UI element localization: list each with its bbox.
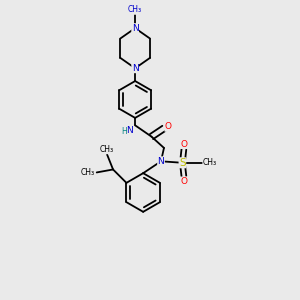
Text: N: N [132, 64, 139, 73]
Text: O: O [165, 122, 172, 131]
Text: N: N [126, 126, 133, 135]
Text: H: H [121, 128, 127, 136]
Text: CH₃: CH₃ [81, 168, 95, 177]
Text: N: N [132, 24, 139, 33]
Text: CH₃: CH₃ [203, 158, 217, 167]
Text: CH₃: CH₃ [128, 5, 142, 14]
Text: O: O [180, 177, 188, 186]
Text: N: N [158, 157, 164, 166]
Text: CH₃: CH₃ [100, 145, 114, 154]
Text: O: O [180, 140, 188, 148]
Text: S: S [179, 158, 186, 168]
